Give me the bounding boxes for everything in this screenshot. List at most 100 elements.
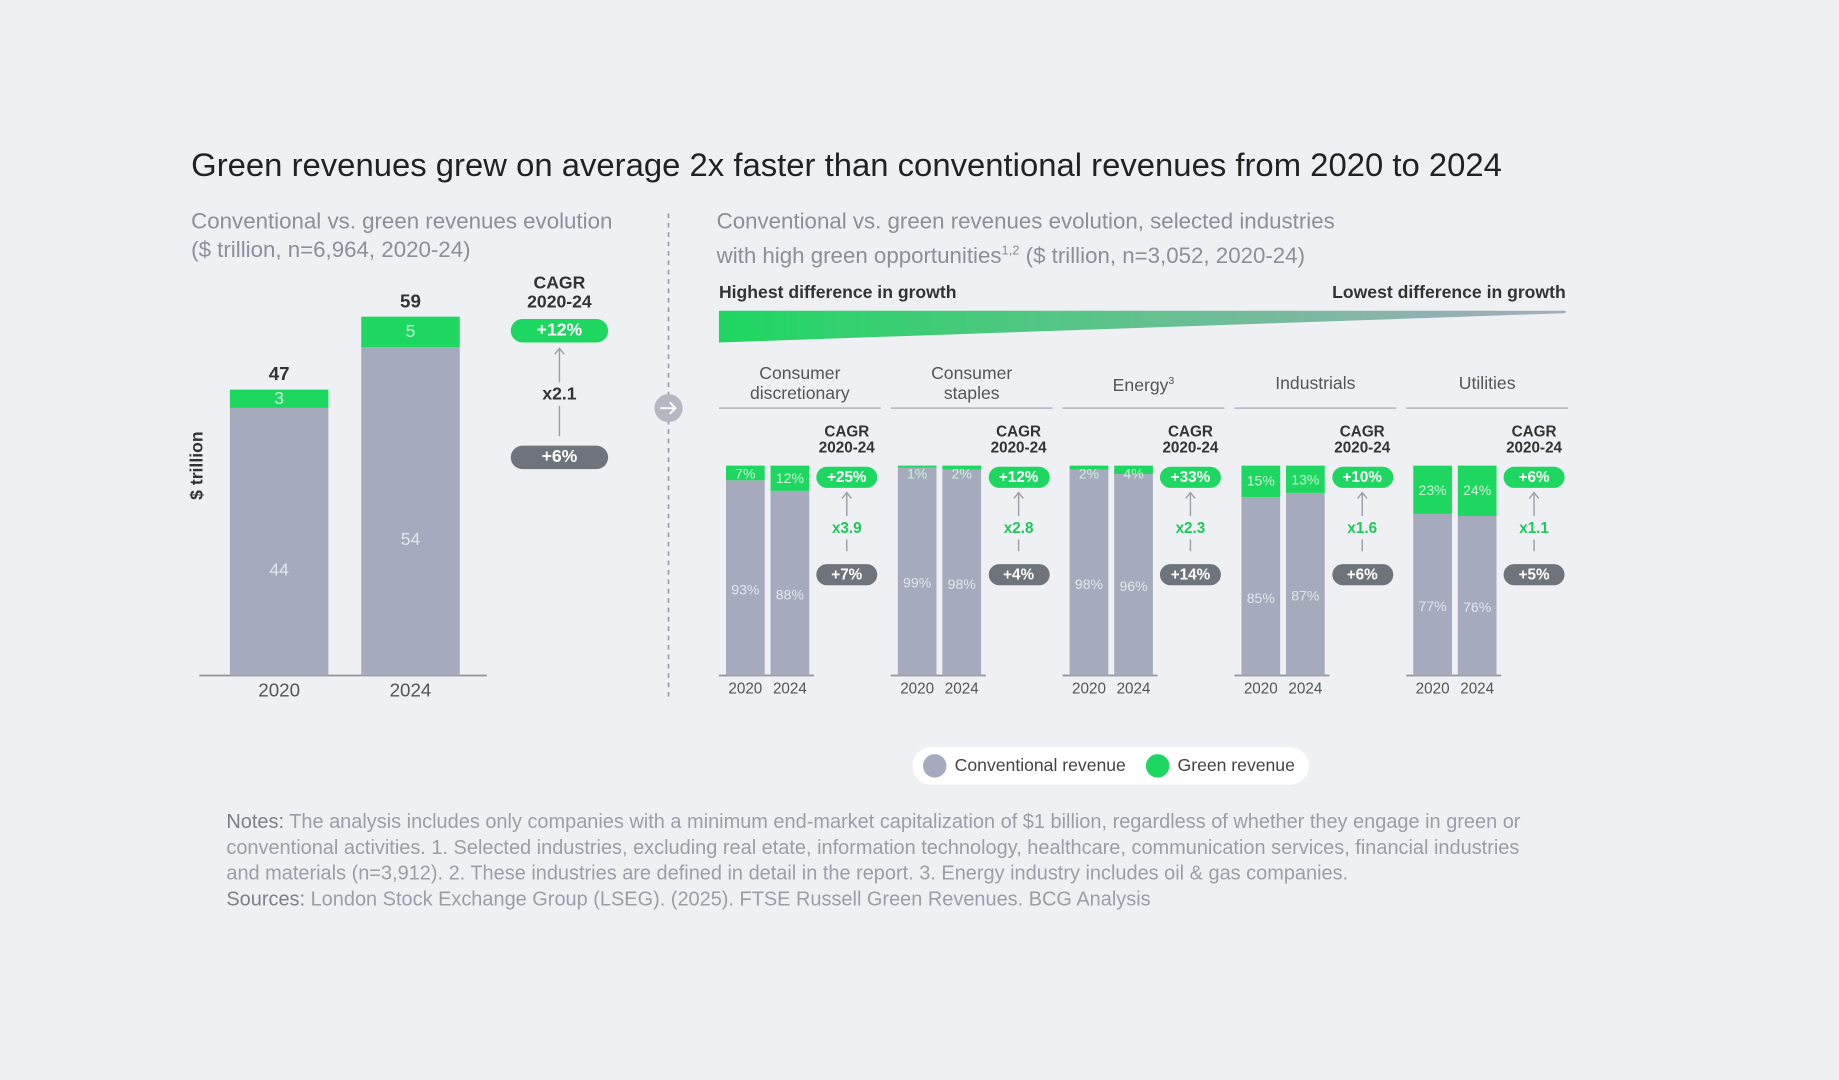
legend-box (912, 747, 1309, 785)
total-label: 47 (268, 365, 290, 385)
value-label: 3 (274, 388, 285, 409)
green-bar (942, 465, 982, 470)
green-cagr: +25% (816, 466, 878, 488)
cagr-label: CAGR 2020-24 (1334, 422, 1391, 457)
legend-swatch (1145, 754, 1170, 778)
industry-title-note: 3 (1168, 374, 1175, 387)
green-cagr: +12% (510, 319, 609, 343)
conventional-cagr: +4% (988, 564, 1050, 586)
conventional-bar (770, 490, 810, 676)
conventional-bar (1241, 497, 1281, 676)
cagr-ratio: x2.1 (542, 384, 577, 405)
value-label: 4% (1123, 465, 1144, 483)
value-label: 87% (1291, 587, 1320, 605)
value-label: 44 (269, 559, 289, 580)
green-bar (1457, 465, 1497, 516)
conventional-cagr: +5% (1503, 564, 1565, 586)
cagr-ratio: x3.9 (831, 518, 862, 537)
arrow-icon (660, 401, 677, 415)
green-cagr: +12% (988, 466, 1050, 488)
conventional-cagr: +7% (816, 564, 878, 586)
cagr-ratio: x1.1 (1519, 518, 1549, 537)
green-bar (1069, 465, 1109, 470)
conventional-bar (725, 480, 765, 676)
industry-title-text: Consumer staples (931, 363, 1013, 404)
notes-text: The analysis includes only companies wit… (226, 810, 1521, 885)
growth-gradient (718, 310, 1566, 343)
x-tick-label: 2020 (1415, 679, 1450, 698)
x-tick-label: 2024 (1460, 679, 1495, 698)
sources-label: Sources: (226, 887, 306, 911)
legend-label: Green revenue (1177, 755, 1295, 776)
value-label: 15% (1246, 473, 1275, 490)
value-label: 1% (906, 465, 928, 483)
gradient-left-label: Highest difference in growth (718, 282, 957, 303)
green-bar (1286, 465, 1325, 493)
ratio-arrow-head (841, 491, 853, 499)
total-label: 59 (400, 292, 421, 312)
ratio-arrow-head (1528, 491, 1540, 499)
industry-title: Consumer staples (902, 364, 1040, 404)
legend-swatch (923, 754, 947, 778)
left-subtitle: Conventional vs. green revenues evolutio… (191, 209, 613, 263)
value-label: 23% (1418, 481, 1447, 498)
conventional-bar (1457, 515, 1497, 676)
conventional-bar (1114, 474, 1153, 676)
value-label: 2% (1078, 465, 1100, 483)
industry-title-text: Industrials (1275, 373, 1356, 394)
green-bar (1413, 465, 1452, 514)
conventional-bar (942, 469, 982, 676)
industry-title: Utilities (1418, 374, 1556, 394)
cagr-label: CAGR 2020-24 (1162, 422, 1219, 457)
conventional-bar (1069, 469, 1109, 676)
conventional-cagr: +14% (1159, 564, 1221, 586)
value-label: 54 (400, 529, 421, 550)
notes: Notes: The analysis includes only compan… (226, 809, 1557, 912)
conventional-bar (897, 467, 937, 676)
conventional-bar (229, 407, 329, 676)
value-label: 88% (775, 586, 804, 604)
x-tick-label: 2020 (1243, 679, 1278, 698)
industry-title: Industrials (1246, 374, 1384, 394)
ratio-arrow-head (1357, 491, 1368, 499)
industry-title: Energy3 (1074, 371, 1212, 396)
conventional-bar (1413, 513, 1452, 676)
x-tick-label: 2024 (944, 679, 979, 698)
value-label: 98% (947, 576, 976, 593)
value-label: 12% (775, 469, 804, 487)
cagr-ratio: x2.3 (1175, 518, 1206, 537)
x-tick-label: 2024 (389, 681, 432, 702)
green-cagr: +10% (1331, 466, 1393, 488)
cagr-ratio: x2.8 (1003, 518, 1034, 537)
page-title: Green revenues grew on average 2x faster… (191, 146, 1502, 183)
sources-text: London Stock Exchange Group (LSEG). (202… (310, 887, 1151, 911)
x-tick-label: 2024 (772, 679, 807, 698)
cagr-label: CAGR 2020-24 (1506, 422, 1563, 457)
value-label: 7% (735, 465, 756, 483)
industry-title-text: Utilities (1458, 373, 1516, 394)
conventional-cagr: +6% (1331, 564, 1393, 586)
value-label: 96% (1119, 578, 1148, 595)
value-label: 2% (951, 465, 972, 483)
green-bar (1241, 465, 1281, 498)
right-subtitle-text: Conventional vs. green revenues evolutio… (716, 209, 1335, 269)
cagr-label: CAGR 2020-24 (527, 273, 592, 312)
right-subtitle-note: 1,2 (1001, 243, 1020, 259)
ratio-arrow-head (1013, 491, 1024, 499)
value-label: 93% (731, 581, 760, 598)
x-tick-label: 2020 (728, 679, 763, 698)
conventional-bar (1286, 492, 1325, 676)
green-bar (361, 316, 460, 348)
legend-label: Conventional revenue (954, 755, 1126, 776)
ratio-arrow-head (1185, 491, 1196, 499)
industry-title-text: Energy (1112, 375, 1169, 396)
green-cagr: +33% (1159, 466, 1221, 488)
value-label: 5 (405, 321, 416, 342)
cagr-label: CAGR 2020-24 (818, 422, 875, 457)
conventional-bar (361, 347, 460, 676)
value-label: 13% (1291, 471, 1320, 488)
value-label: 77% (1418, 598, 1447, 615)
gradient-right-label: Lowest difference in growth (1332, 282, 1566, 303)
